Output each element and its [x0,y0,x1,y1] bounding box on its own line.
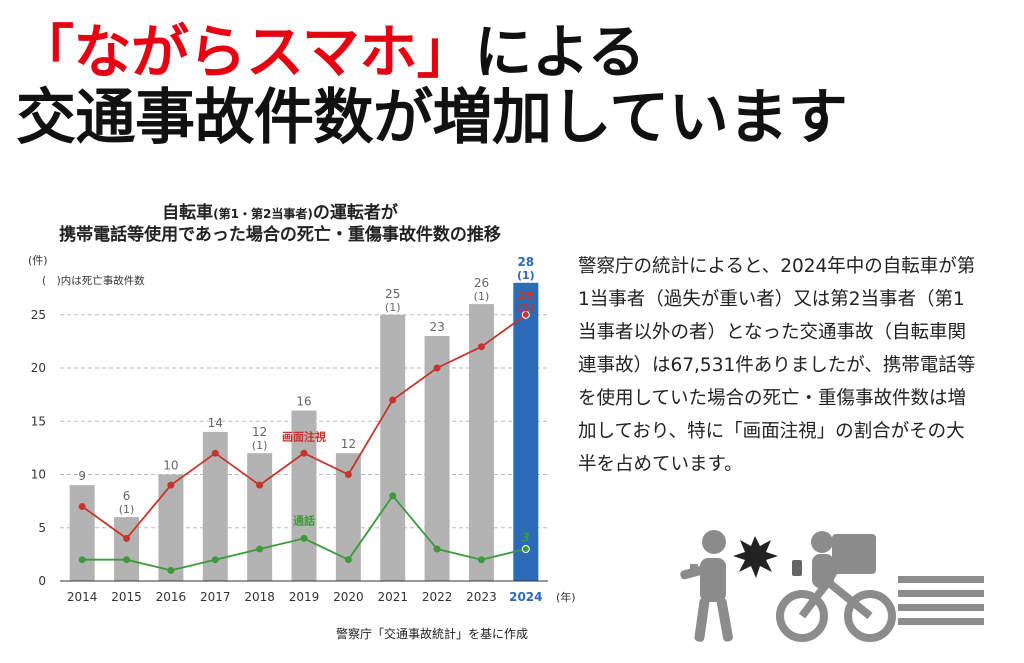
illustration [680,530,984,642]
series-label-call: 通話 [293,514,315,528]
speed-lines-icon [898,576,984,625]
delivery-cyclist-body [792,531,876,588]
headline-line1: 「ながらスマホ」による [16,20,847,85]
line-point [78,556,86,564]
x-tick-label: 2015 [111,590,142,604]
y-tick-label: 5 [38,521,46,535]
bar-fatal-label: (1) [474,290,490,303]
source-note: 警察庁「交通事故統計」を基に作成 [336,627,529,641]
chart-title-part3: の運転者が [312,203,398,223]
bar [247,453,273,581]
bar-value-label: 12 [341,437,356,451]
x-tick-label: 2016 [156,590,187,604]
bar [202,431,228,581]
bar [380,314,406,581]
bar-fatal-label: (1) [119,503,135,516]
bar-value-label: 10 [163,459,178,473]
bar-value-label: 14 [208,416,223,430]
last-label-call: 3 [522,531,530,545]
line-point [123,534,131,542]
y-tick-label: 10 [31,468,46,482]
bar [291,410,317,581]
bar [513,282,539,581]
headline: 「ながらスマホ」による 交通事故件数が増加しています [16,20,848,153]
bar [424,336,450,581]
line-point [433,364,441,372]
line-point [477,556,485,564]
fatal-note: ( )内は死亡事故件数 [42,274,145,287]
line-point [344,471,352,478]
last-label-screen: 25 [517,289,534,303]
line-point [477,343,485,351]
line-point [167,566,175,574]
bar-value-label: 16 [296,395,311,409]
line-point [521,310,530,319]
line-point [300,449,308,457]
x-unit-label: (年) [556,590,576,604]
bar-value-label: 12 [252,425,267,439]
bar-value-label: 28 [517,255,534,269]
chart-title-line2: 携帯電話等使用であった場合の死亡・重傷事故件数の推移 [59,225,501,245]
last-fatal-screen: (1) [517,302,535,315]
bar-fatal-label: (1) [517,269,535,282]
description: 警察庁の統計によると、2024年中の自転車が第1当事者（過失が重い者）又は第2当… [578,256,976,475]
y-tick-label: 0 [38,574,46,588]
bar [69,485,95,581]
y-unit-label: (件) [28,254,48,267]
x-tick-label: 2014 [67,590,98,604]
x-tick-label: 2022 [422,590,453,604]
x-tick-label: 2024 [509,590,542,604]
line-point [211,556,219,564]
chart-title-part1: 自転車 [162,203,214,223]
chart-title-part2: (第1・第2当事者) [213,207,313,221]
line-point [256,545,264,553]
headline-red: 「ながらスマホ」 [16,18,475,86]
bar-value-label: 9 [78,469,86,483]
bar-fatal-label: (1) [385,301,401,314]
bar [158,474,184,581]
walking-phone-person-icon [680,530,733,642]
line-point [521,545,530,554]
bar-value-label: 26 [474,276,489,290]
bar-value-label: 23 [429,320,444,334]
line-point [389,396,397,404]
line-point [389,492,397,500]
x-tick-label: 2021 [377,590,408,604]
line-point [78,502,86,510]
x-tick-label: 2019 [289,590,320,604]
series-label-screen: 画面注視 [282,429,326,443]
line-point [344,556,352,564]
line-point [211,449,219,457]
line-point [300,534,308,542]
y-tick-label: 20 [31,361,46,375]
x-tick-label: 2020 [333,590,364,604]
bar-fatal-label: (1) [252,439,268,452]
y-tick-label: 15 [31,414,46,428]
x-tick-label: 2018 [244,590,275,604]
x-tick-label: 2023 [466,590,497,604]
line-point [256,481,264,489]
bar-value-label: 25 [385,287,400,301]
collision-burst-icon [733,536,778,578]
y-tick-label: 25 [31,308,46,322]
bar-value-label: 6 [123,489,131,503]
headline-line2: 交通事故件数が増加しています [16,82,848,153]
chart-title-line1: 自転車(第1・第2当事者)の運転者が [0,198,560,223]
line-point [433,545,441,553]
headline-black: による [474,18,646,86]
x-tick-label: 2017 [200,590,231,604]
line-point [123,556,131,564]
line-point [167,481,175,489]
